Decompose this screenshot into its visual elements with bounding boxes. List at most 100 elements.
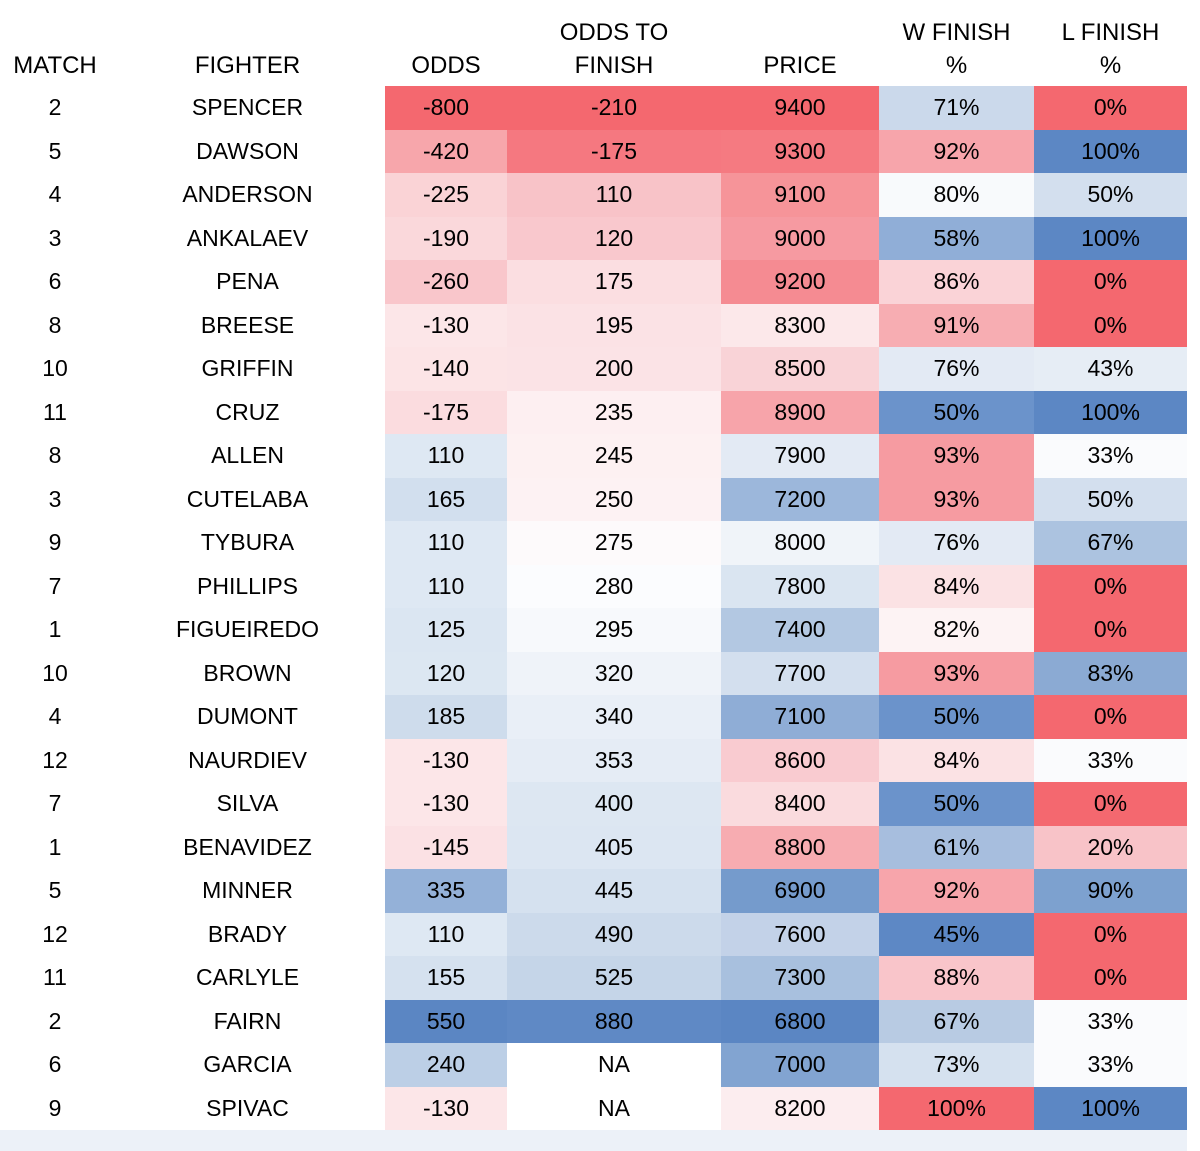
fighter-cell[interactable]: SILVA (216, 790, 279, 817)
odds-cell[interactable]: 110 (385, 521, 507, 565)
w-finish-cell[interactable]: 92% (879, 869, 1034, 913)
odds-cell[interactable]: -175 (385, 390, 507, 434)
fighter-cell[interactable]: TYBURA (200, 529, 295, 556)
odds-to-finish-cell[interactable]: 340 (507, 695, 721, 739)
odds-to-finish-cell[interactable]: 880 (507, 999, 721, 1043)
match-cell[interactable]: 2 (48, 94, 62, 121)
odds-cell[interactable]: 185 (385, 695, 507, 739)
odds-to-finish-cell[interactable]: 353 (507, 738, 721, 782)
fighter-cell[interactable]: FAIRN (213, 1007, 282, 1034)
w-finish-cell[interactable]: 93% (879, 651, 1034, 695)
odds-to-finish-cell[interactable]: 320 (507, 651, 721, 695)
odds-cell[interactable]: -130 (385, 738, 507, 782)
odds-cell[interactable]: 125 (385, 608, 507, 652)
odds-to-finish-cell[interactable]: 200 (507, 347, 721, 391)
odds-cell[interactable]: 110 (385, 434, 507, 478)
w-finish-cell[interactable]: 84% (879, 564, 1034, 608)
fighter-cell[interactable]: GARCIA (203, 1051, 292, 1078)
price-cell[interactable]: 9000 (721, 216, 879, 260)
match-cell[interactable]: 5 (48, 137, 62, 164)
match-cell[interactable]: 9 (48, 1094, 62, 1121)
fighter-cell[interactable]: SPIVAC (206, 1094, 289, 1121)
l-finish-cell[interactable]: 0% (1034, 564, 1187, 608)
odds-cell[interactable]: 165 (385, 477, 507, 521)
w-finish-cell[interactable]: 58% (879, 216, 1034, 260)
w-finish-cell[interactable]: 91% (879, 303, 1034, 347)
w-finish-cell[interactable]: 45% (879, 912, 1034, 956)
fighter-cell[interactable]: PENA (216, 268, 279, 295)
odds-to-finish-cell[interactable]: 120 (507, 216, 721, 260)
odds-to-finish-cell[interactable]: 445 (507, 869, 721, 913)
odds-to-finish-cell[interactable]: 275 (507, 521, 721, 565)
odds-to-finish-cell[interactable]: 245 (507, 434, 721, 478)
price-cell[interactable]: 9100 (721, 173, 879, 217)
price-cell[interactable]: 7900 (721, 434, 879, 478)
fighter-cell[interactable]: DUMONT (197, 703, 298, 730)
fighter-cell[interactable]: ALLEN (211, 442, 284, 469)
l-finish-cell[interactable]: 83% (1034, 651, 1187, 695)
odds-cell[interactable]: -130 (385, 782, 507, 826)
odds-cell[interactable]: 155 (385, 956, 507, 1000)
price-cell[interactable]: 8600 (721, 738, 879, 782)
odds-cell[interactable]: -260 (385, 260, 507, 304)
l-finish-cell[interactable]: 90% (1034, 869, 1187, 913)
odds-cell[interactable]: -190 (385, 216, 507, 260)
l-finish-cell[interactable]: 0% (1034, 260, 1187, 304)
price-cell[interactable]: 8800 (721, 825, 879, 869)
match-cell[interactable]: 12 (42, 746, 68, 773)
w-finish-cell[interactable]: 50% (879, 782, 1034, 826)
price-cell[interactable]: 7100 (721, 695, 879, 739)
w-finish-cell[interactable]: 86% (879, 260, 1034, 304)
fighter-cell[interactable]: CRUZ (215, 398, 280, 425)
fighter-cell[interactable]: BROWN (203, 659, 292, 686)
odds-to-finish-cell[interactable]: 195 (507, 303, 721, 347)
l-finish-cell[interactable]: 50% (1034, 173, 1187, 217)
match-cell[interactable]: 8 (48, 442, 62, 469)
w-finish-cell[interactable]: 93% (879, 477, 1034, 521)
w-finish-cell[interactable]: 93% (879, 434, 1034, 478)
odds-cell[interactable]: 550 (385, 999, 507, 1043)
w-finish-cell[interactable]: 76% (879, 347, 1034, 391)
l-finish-cell[interactable]: 0% (1034, 912, 1187, 956)
price-cell[interactable]: 7400 (721, 608, 879, 652)
fighter-cell[interactable]: NAURDIEV (188, 746, 307, 773)
w-finish-cell[interactable]: 88% (879, 956, 1034, 1000)
w-finish-cell[interactable]: 73% (879, 1043, 1034, 1087)
price-cell[interactable]: 8000 (721, 521, 879, 565)
fighter-cell[interactable]: BREESE (200, 311, 295, 338)
w-finish-cell[interactable]: 71% (879, 86, 1034, 130)
odds-cell[interactable]: -130 (385, 303, 507, 347)
l-finish-cell[interactable]: 0% (1034, 608, 1187, 652)
price-cell[interactable]: 8400 (721, 782, 879, 826)
price-cell[interactable]: 8200 (721, 1086, 879, 1130)
price-cell[interactable]: 8900 (721, 390, 879, 434)
odds-to-finish-cell[interactable]: 295 (507, 608, 721, 652)
l-finish-cell[interactable]: 0% (1034, 956, 1187, 1000)
match-cell[interactable]: 2 (48, 1007, 62, 1034)
match-cell[interactable]: 12 (42, 920, 68, 947)
l-finish-cell[interactable]: 100% (1034, 1086, 1187, 1130)
price-cell[interactable]: 7000 (721, 1043, 879, 1087)
match-cell[interactable]: 6 (48, 1051, 62, 1078)
match-cell[interactable]: 5 (48, 877, 62, 904)
odds-to-finish-cell[interactable]: 110 (507, 173, 721, 217)
odds-cell[interactable]: 335 (385, 869, 507, 913)
odds-cell[interactable]: -800 (385, 86, 507, 130)
odds-to-finish-cell[interactable]: 235 (507, 390, 721, 434)
odds-to-finish-cell[interactable]: 405 (507, 825, 721, 869)
fighter-cell[interactable]: SPENCER (191, 94, 304, 121)
fighter-cell[interactable]: PHILLIPS (197, 572, 298, 599)
l-finish-cell[interactable]: 33% (1034, 999, 1187, 1043)
price-cell[interactable]: 7200 (721, 477, 879, 521)
l-finish-cell[interactable]: 33% (1034, 1043, 1187, 1087)
fighter-cell[interactable]: GRIFFIN (201, 355, 294, 382)
match-cell[interactable]: 6 (48, 268, 62, 295)
fighter-cell[interactable]: FIGUEIREDO (175, 616, 320, 643)
l-finish-cell[interactable]: 50% (1034, 477, 1187, 521)
match-cell[interactable]: 7 (48, 790, 62, 817)
l-finish-cell[interactable]: 33% (1034, 738, 1187, 782)
price-cell[interactable]: 7700 (721, 651, 879, 695)
odds-cell[interactable]: 110 (385, 564, 507, 608)
odds-cell[interactable]: -420 (385, 129, 507, 173)
match-cell[interactable]: 11 (43, 964, 67, 991)
